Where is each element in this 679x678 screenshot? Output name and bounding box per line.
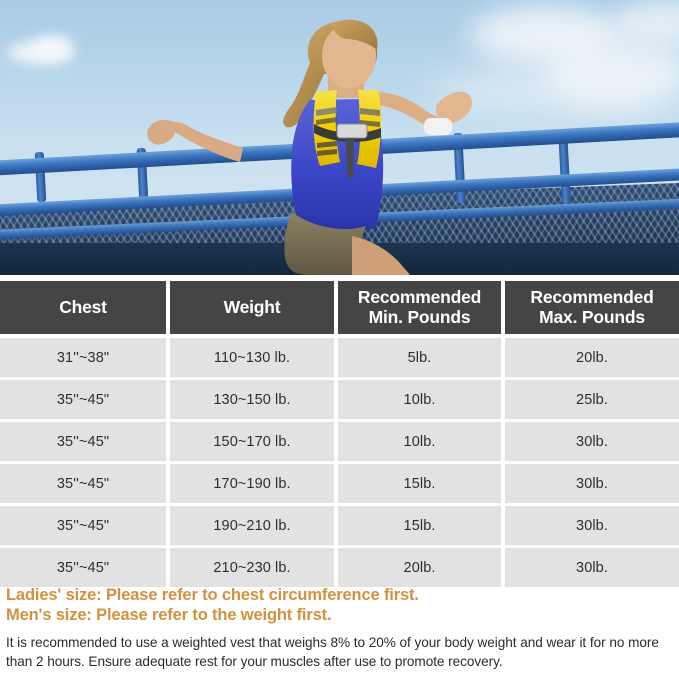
table-row: 35''~45" 170~190 lb. 15lb. 30lb. <box>0 464 679 503</box>
cell-chest: 35''~45" <box>0 422 166 461</box>
runner-shorts <box>284 212 366 275</box>
vest-reflective-stripe <box>360 108 380 116</box>
column-header-chest: Chest <box>0 281 166 334</box>
cell-max-pounds: 20lb. <box>505 338 679 377</box>
runner-left-hand <box>147 120 176 145</box>
cell-max-pounds: 30lb. <box>505 506 679 545</box>
cell-min-pounds: 10lb. <box>338 380 502 419</box>
vest-strap-tail <box>346 138 354 178</box>
cell-min-pounds: 15lb. <box>338 464 502 503</box>
table-row: 35''~45" 190~210 lb. 15lb. 30lb. <box>0 506 679 545</box>
runner-right-hand <box>435 91 472 124</box>
vest-reflective-stripe <box>316 117 337 125</box>
cell-chest: 31''~38" <box>0 338 166 377</box>
cell-weight: 130~150 lb. <box>170 380 335 419</box>
table-row: 35''~45" 130~150 lb. 10lb. 25lb. <box>0 380 679 419</box>
table-row: 35''~45" 150~170 lb. 10lb. 30lb. <box>0 422 679 461</box>
size-chart-table: Chest Weight Recommended Min. Pounds Rec… <box>0 281 679 590</box>
runner-hair-front <box>332 19 378 50</box>
table-header-row: Chest Weight Recommended Min. Pounds Rec… <box>0 281 679 334</box>
column-header-recommended-min-pounds: Recommended Min. Pounds <box>338 281 502 334</box>
wristband <box>424 118 452 135</box>
runner-figure <box>147 19 472 275</box>
table-row: 31''~38" 110~130 lb. 5lb. 20lb. <box>0 338 679 377</box>
column-header-recommended-max-pounds: Recommended Max. Pounds <box>505 281 679 334</box>
cell-weight: 150~170 lb. <box>170 422 335 461</box>
hero-photo <box>0 0 679 275</box>
cell-weight: 170~190 lb. <box>170 464 335 503</box>
vest-reflective-stripe <box>317 141 337 148</box>
vest-buckle <box>336 123 368 139</box>
cell-max-pounds: 30lb. <box>505 548 679 587</box>
cell-min-pounds: 20lb. <box>338 548 502 587</box>
cell-chest: 35''~45" <box>0 380 166 419</box>
cell-min-pounds: 15lb. <box>338 506 502 545</box>
cell-chest: 35''~45" <box>0 464 166 503</box>
vest-reflective-stripe <box>316 107 337 116</box>
cell-chest: 35''~45" <box>0 506 166 545</box>
ladies-size-note: Ladies' size: Please refer to chest circ… <box>6 586 419 604</box>
cell-min-pounds: 10lb. <box>338 422 502 461</box>
cell-max-pounds: 30lb. <box>505 464 679 503</box>
cell-weight: 210~230 lb. <box>170 548 335 587</box>
usage-recommendation-text: It is recommended to use a weighted vest… <box>6 634 659 670</box>
cell-weight: 190~210 lb. <box>170 506 335 545</box>
runner-thigh <box>352 236 410 275</box>
cell-max-pounds: 30lb. <box>505 422 679 461</box>
table-row: 35''~45" 210~230 lb. 20lb. 30lb. <box>0 548 679 587</box>
runner-left-arm <box>168 121 243 162</box>
vest-reflective-stripe <box>317 149 337 156</box>
cell-chest: 35''~45" <box>0 548 166 587</box>
notes-section: Ladies' size: Please refer to chest circ… <box>6 585 674 672</box>
column-header-weight: Weight <box>170 281 335 334</box>
cell-max-pounds: 25lb. <box>505 380 679 419</box>
mens-size-note: Men's size: Please refer to the weight f… <box>6 606 332 625</box>
cell-weight: 110~130 lb. <box>170 338 335 377</box>
cell-min-pounds: 5lb. <box>338 338 502 377</box>
cloud-shape <box>32 36 72 58</box>
